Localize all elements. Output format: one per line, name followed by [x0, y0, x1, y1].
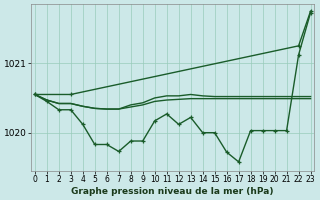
X-axis label: Graphe pression niveau de la mer (hPa): Graphe pression niveau de la mer (hPa)	[71, 187, 274, 196]
